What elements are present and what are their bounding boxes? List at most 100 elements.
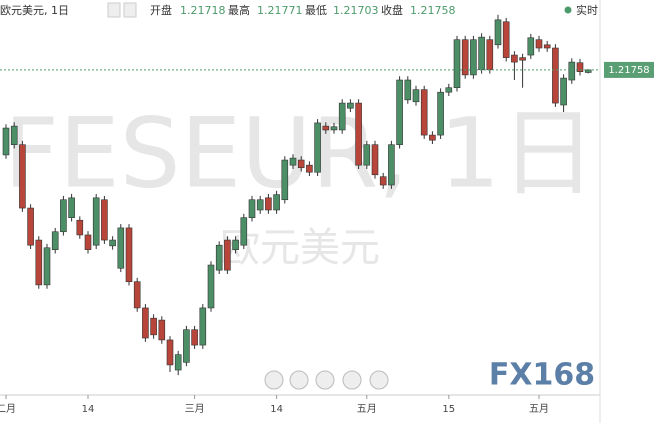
candle-body bbox=[19, 144, 26, 209]
last-price-tag bbox=[604, 61, 654, 78]
candle-body bbox=[158, 319, 166, 341]
x-tick-label: 15 bbox=[442, 404, 455, 415]
candle-body bbox=[68, 197, 75, 218]
x-tick-label: 五月 bbox=[357, 403, 377, 415]
candle-body bbox=[330, 126, 338, 131]
candle-body bbox=[338, 102, 346, 131]
zoom-out[interactable] bbox=[289, 370, 309, 390]
candle-body bbox=[125, 227, 133, 282]
candle-body bbox=[27, 207, 34, 246]
nav-right[interactable] bbox=[369, 370, 389, 390]
candle-body bbox=[215, 244, 223, 271]
candle-body bbox=[2, 127, 10, 156]
candle-body bbox=[543, 44, 551, 49]
candle-body bbox=[576, 62, 584, 73]
live-dot bbox=[564, 6, 572, 14]
candle-body bbox=[51, 231, 59, 250]
candle-body bbox=[248, 199, 256, 218]
candle-body bbox=[322, 125, 330, 131]
candle-body bbox=[199, 307, 207, 346]
high-value: 1.21771 bbox=[257, 4, 303, 17]
watermark-symbol: FESEUR, 1日 bbox=[4, 97, 597, 209]
plot bbox=[2, 14, 592, 376]
candle-body bbox=[117, 227, 125, 269]
last-price-label: 1.21758 bbox=[608, 65, 649, 76]
candle-body bbox=[133, 281, 141, 309]
nav-left[interactable] bbox=[264, 370, 284, 390]
candle-body bbox=[404, 79, 412, 101]
close-label: 收盘 bbox=[381, 3, 403, 17]
low-value: 1.21703 bbox=[333, 4, 379, 17]
candle-body bbox=[437, 91, 444, 136]
candle-body bbox=[10, 125, 18, 145]
candle-body bbox=[478, 36, 485, 71]
candle-body bbox=[191, 329, 198, 346]
candle-body bbox=[347, 102, 354, 109]
candle-body bbox=[92, 197, 100, 246]
chart-title: 欧元美元, 1日 bbox=[0, 4, 69, 17]
close-value: 1.21758 bbox=[410, 4, 456, 17]
candle-body bbox=[429, 134, 436, 141]
candle-body bbox=[224, 239, 231, 271]
candle-body bbox=[355, 102, 362, 166]
candle-body bbox=[101, 199, 108, 241]
candle-body bbox=[379, 176, 387, 186]
candle-body bbox=[76, 219, 84, 236]
candle-body bbox=[470, 39, 477, 76]
icon[interactable] bbox=[107, 2, 121, 18]
nav-buttons bbox=[264, 370, 389, 390]
open-value: 1.21718 bbox=[180, 4, 226, 17]
candle-body bbox=[511, 54, 518, 63]
candle-body bbox=[494, 19, 502, 46]
candle-body bbox=[232, 239, 239, 250]
candle-body bbox=[396, 79, 403, 145]
candle-body bbox=[371, 144, 379, 176]
candle-body bbox=[166, 339, 174, 366]
x-tick-label: 14 bbox=[270, 404, 283, 415]
zoom-in[interactable] bbox=[342, 370, 362, 390]
candle-body bbox=[568, 61, 576, 81]
candle-body bbox=[314, 122, 321, 173]
realtime-button[interactable]: 实时 bbox=[576, 3, 598, 17]
candle-body bbox=[281, 159, 289, 201]
x-tick-label: 五月 bbox=[529, 403, 549, 415]
candle-body bbox=[265, 197, 272, 211]
candle-body bbox=[420, 89, 428, 136]
reset[interactable] bbox=[315, 370, 335, 390]
candle-body bbox=[535, 39, 543, 49]
candle-body bbox=[502, 21, 510, 58]
icon[interactable] bbox=[123, 2, 137, 18]
low-label: 最低 bbox=[305, 4, 327, 17]
candle-body bbox=[412, 89, 420, 103]
header: 欧元美元, 1日 开盘 1.21718 最高 1.21771 最低 1.2170… bbox=[0, 2, 598, 18]
candle-body bbox=[43, 247, 51, 286]
candle-body bbox=[306, 164, 313, 173]
candle-body bbox=[142, 307, 149, 339]
candle-body bbox=[560, 77, 567, 106]
candle-body bbox=[84, 234, 92, 250]
watermark: FESEUR, 1日 欧元美元 bbox=[4, 97, 597, 271]
candle-body bbox=[297, 159, 305, 169]
candle-body bbox=[60, 199, 67, 233]
candle-body bbox=[109, 239, 116, 247]
candle-body bbox=[289, 157, 297, 166]
candle-body bbox=[527, 37, 535, 56]
candle-body bbox=[150, 317, 157, 336]
candle-body bbox=[174, 354, 182, 371]
candle-body bbox=[461, 39, 469, 76]
x-tick-label: 二月 bbox=[0, 403, 16, 415]
candle-body bbox=[453, 39, 461, 89]
candle-body bbox=[388, 144, 395, 186]
x-tick-label: 14 bbox=[82, 404, 95, 415]
candle-body bbox=[519, 57, 526, 61]
candle-body bbox=[35, 239, 43, 286]
candle-body bbox=[273, 194, 280, 211]
candle-body bbox=[207, 264, 215, 309]
candle-body bbox=[240, 217, 248, 246]
high-label: 最高 bbox=[228, 3, 250, 17]
candle-body bbox=[183, 329, 190, 363]
x-tick-label: 三月 bbox=[185, 403, 205, 415]
